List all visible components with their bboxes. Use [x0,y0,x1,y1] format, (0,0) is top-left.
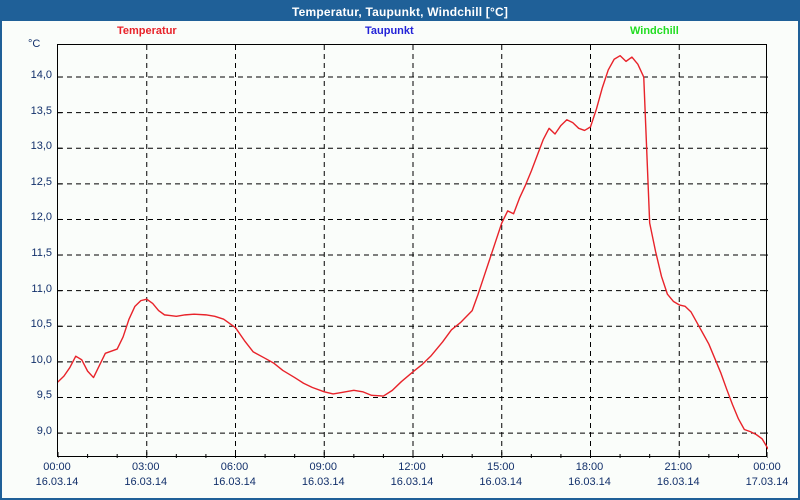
series-line-temperatur [58,54,768,450]
x-axis-tick-time: 15:00 [486,461,515,473]
x-axis-tick-date: 16.03.14 [213,476,256,488]
y-axis-tick-label: 14,0 [30,69,52,82]
x-axis-tick-label: 09:00 16.03.14 [288,460,358,490]
y-axis-tick-label: 12,5 [30,175,52,188]
x-axis-tick-label: 06:00 16.03.14 [200,460,270,490]
window-title: Temperatur, Taupunkt, Windchill [°C] [291,4,509,19]
legend-item-taupunkt: Taupunkt [365,25,414,37]
x-axis-tick-label: 00:00 17.03.14 [732,460,800,490]
y-axis-tick-label: 10,0 [30,353,52,366]
x-axis-tick-date: 16.03.14 [479,476,523,488]
x-axis-tick-time: 21:00 [664,461,693,473]
plot-canvas [57,44,768,458]
x-axis-tick-date: 16.03.14 [35,476,79,488]
legend-item-temperatur: Temperatur [117,25,177,37]
x-axis-tick-time: 06:00 [220,461,249,473]
x-axis-tick-time: 00:00 [43,461,71,473]
x-axis-tick-date: 16.03.14 [568,476,611,488]
axis-ticks [58,76,768,458]
y-axis-unit-label: °C [28,38,41,50]
legend-item-windchill: Windchill [630,25,679,37]
x-axis-tick-time: 18:00 [575,461,604,473]
x-axis: 00:00 16.03.14 03:00 16.03.14 06:00 16.03.14 0… [36,460,789,500]
y-axis-tick-label: 9,0 [36,425,52,438]
x-axis-tick-time: 12:00 [398,461,426,473]
x-axis-tick-date: 17.03.14 [745,476,789,488]
y-axis-tick-label: 12,0 [30,211,52,224]
grid-lines [58,45,768,458]
x-axis-tick-date: 16.03.14 [124,476,168,488]
y-axis: 14,0 13,5 13,0 12,5 12,0 11,5 11,0 10,5 10,0 9,5 9… [2,44,52,457]
y-axis-tick-label: 9,5 [36,389,52,402]
y-axis-tick-label: 13,0 [30,140,52,153]
x-axis-tick-label: 03:00 16.03.14 [111,460,181,490]
y-axis-tick-label: 13,5 [30,104,52,117]
chart-svg [58,45,768,458]
x-axis-tick-label: 18:00 16.03.14 [555,460,625,490]
x-axis-tick-label: 00:00 16.03.14 [22,460,92,490]
window-title-bar: Temperatur, Taupunkt, Windchill [°C] [2,2,798,21]
y-axis-tick-label: 10,5 [30,318,52,331]
x-axis-tick-time: 00:00 [753,461,781,473]
y-axis-tick-label: 11,0 [31,282,52,295]
x-axis-tick-date: 16.03.14 [390,476,434,488]
x-axis-tick-date: 16.03.14 [301,476,345,488]
x-axis-tick-time: 09:00 [309,461,338,473]
x-axis-tick-label: 12:00 16.03.14 [377,460,447,490]
y-axis-tick-label: 11,5 [31,247,52,260]
x-axis-tick-time: 03:00 [131,461,160,473]
plot-area [57,44,768,458]
x-axis-tick-date: 16.03.14 [656,476,700,488]
x-axis-tick-label: 21:00 16.03.14 [643,460,713,490]
chart-legend: Temperatur Taupunkt Windchill [2,22,798,42]
x-axis-tick-label: 15:00 16.03.14 [466,460,536,490]
